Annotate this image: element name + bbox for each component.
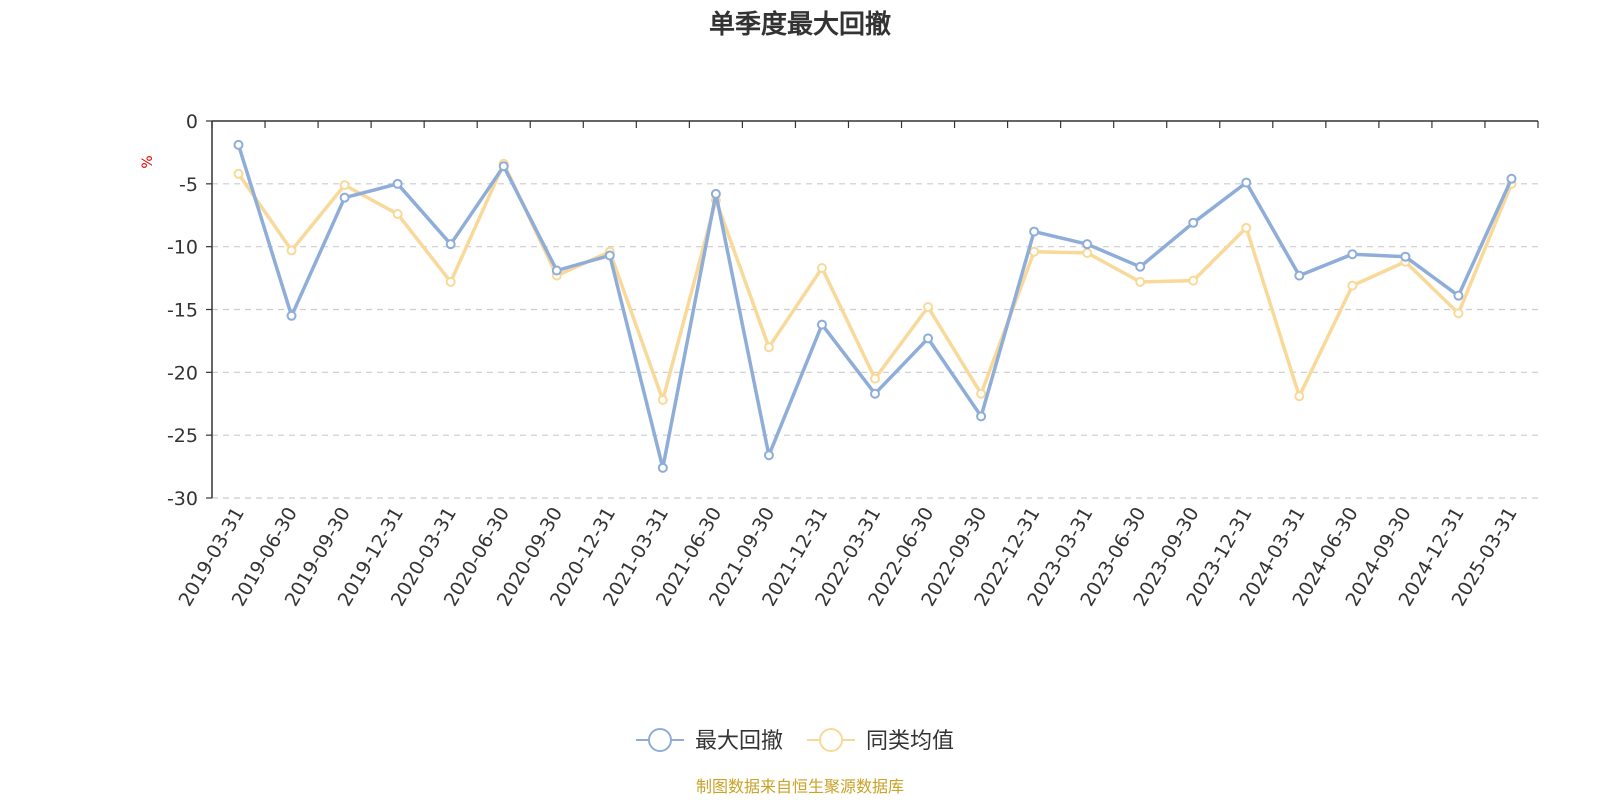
legend-swatch-marker <box>819 728 844 752</box>
data-point <box>286 245 297 256</box>
data-point <box>870 373 880 384</box>
data-point <box>498 161 509 172</box>
data-point <box>551 265 562 276</box>
y-tick-label: -30 <box>167 488 198 510</box>
data-point <box>870 388 880 399</box>
data-point <box>1506 173 1517 184</box>
x-tick-labels: 2019-03-312019-06-302019-09-302019-12-31… <box>175 503 1522 610</box>
data-point <box>1188 217 1199 228</box>
data-point <box>763 450 774 461</box>
data-point <box>339 180 350 191</box>
data-point <box>1029 246 1040 257</box>
y-tick-label: -15 <box>167 300 198 322</box>
data-point <box>1029 226 1040 237</box>
grid-lines <box>212 183 1538 499</box>
data-point <box>604 250 615 261</box>
legend[interactable]: 最大回撤 同类均值 <box>636 728 954 754</box>
data-point <box>1453 290 1464 301</box>
data-point <box>657 394 668 405</box>
data-point <box>923 301 934 312</box>
data-point <box>1400 251 1411 262</box>
data-point <box>445 239 456 250</box>
data-point <box>233 139 244 150</box>
data-point <box>1347 249 1358 260</box>
data-point <box>1082 239 1093 250</box>
data-point <box>763 342 774 353</box>
y-tick-label: -10 <box>167 237 198 259</box>
data-point <box>976 388 987 399</box>
data-point <box>1135 276 1146 287</box>
data-point <box>1347 280 1358 291</box>
chart-title: 单季度最大回撤 <box>709 9 891 40</box>
data-point <box>816 263 827 274</box>
series-line <box>236 144 1514 470</box>
series-lines <box>233 139 1517 473</box>
data-point <box>976 411 987 422</box>
data-point <box>710 188 721 199</box>
y-tick-label: -5 <box>179 174 198 196</box>
data-point <box>392 178 403 189</box>
series-line <box>237 161 1514 402</box>
legend-label: 最大回撤 <box>695 729 783 754</box>
data-point <box>923 333 934 344</box>
legend-swatch-marker <box>648 728 672 752</box>
data-point <box>1135 261 1146 272</box>
data-point <box>1294 270 1305 281</box>
data-point <box>233 168 244 179</box>
axes <box>206 120 1539 499</box>
data-point <box>1188 275 1199 286</box>
data-point <box>339 192 350 203</box>
data-source-note: 制图数据来自恒生聚源数据库 <box>696 777 904 796</box>
data-point <box>1082 247 1093 258</box>
legend-label: 同类均值 <box>866 729 954 754</box>
y-tick-labels: 0 -5 -10 -15 -20 -25 -30 <box>167 111 198 510</box>
y-tick-label: 0 <box>186 111 198 133</box>
data-point <box>657 462 668 473</box>
data-point <box>816 319 827 330</box>
data-point <box>1241 222 1252 233</box>
y-axis-unit: % <box>140 155 156 168</box>
data-point <box>392 208 403 219</box>
y-tick-label: -20 <box>167 362 198 384</box>
data-point <box>445 276 456 287</box>
data-point <box>1453 308 1464 319</box>
data-point <box>1241 177 1252 188</box>
data-point <box>1294 391 1305 402</box>
data-point <box>286 310 297 321</box>
y-tick-label: -25 <box>167 425 198 447</box>
